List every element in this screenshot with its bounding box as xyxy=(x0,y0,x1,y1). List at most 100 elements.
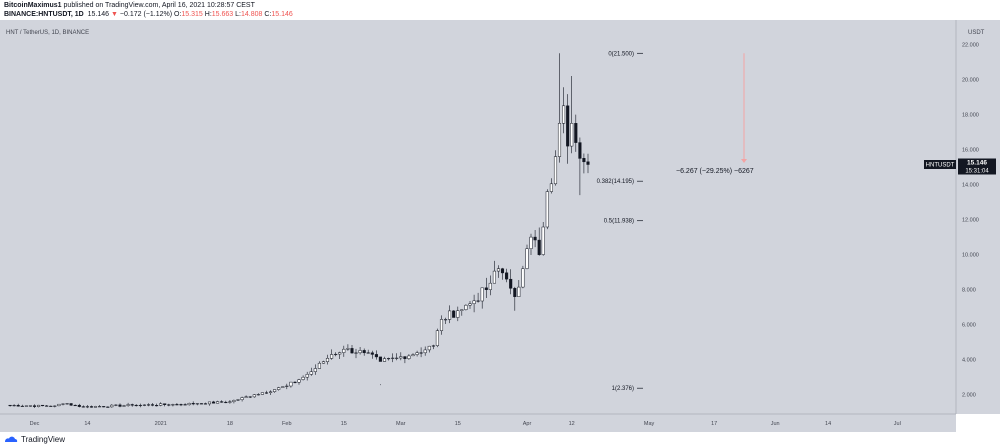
x-tick-4: Feb xyxy=(282,421,291,427)
candle xyxy=(496,265,501,278)
plot-area[interactable] xyxy=(0,20,956,414)
candle xyxy=(98,405,102,408)
x-tick-5: 15 xyxy=(341,421,347,427)
candle xyxy=(85,405,89,409)
candle-body xyxy=(541,226,545,255)
candle-body xyxy=(281,386,285,388)
candle-body xyxy=(106,406,110,408)
candle-body xyxy=(492,270,496,284)
candle-body xyxy=(277,387,281,390)
candle-body xyxy=(431,345,435,347)
candle-body xyxy=(175,404,179,406)
candle-body xyxy=(545,191,549,228)
candle-body xyxy=(464,304,468,310)
candle-body xyxy=(248,396,252,398)
candle-body xyxy=(537,239,541,255)
currency-label: USDT xyxy=(968,30,985,36)
candle-body xyxy=(69,403,73,406)
candle xyxy=(480,287,484,309)
candle-body xyxy=(212,401,216,404)
candle-body xyxy=(53,405,57,407)
candle xyxy=(273,389,277,393)
candle-body xyxy=(269,391,273,393)
candle xyxy=(399,352,403,361)
candle-body xyxy=(167,404,171,406)
candle-body xyxy=(366,352,370,354)
candle-body xyxy=(525,248,529,269)
candle-body xyxy=(146,404,151,406)
candle-body xyxy=(505,272,509,280)
candle-body xyxy=(220,401,224,403)
candle xyxy=(456,306,460,322)
candle xyxy=(293,381,297,384)
candle-body xyxy=(395,357,399,359)
candle-body xyxy=(28,405,32,407)
candle-body xyxy=(20,405,24,407)
x-tick-14: Jul xyxy=(894,421,901,427)
price-tags: HNTUSDT 15.146 15:31:04 xyxy=(924,158,996,175)
candle xyxy=(529,233,533,255)
candle-body xyxy=(427,345,431,351)
candle xyxy=(415,350,419,357)
candle xyxy=(541,222,545,256)
candle xyxy=(334,352,338,357)
candle-body xyxy=(460,309,464,311)
candle-body xyxy=(179,404,183,406)
candle-body xyxy=(496,268,501,272)
candle-body xyxy=(89,406,94,408)
candle-body xyxy=(203,403,207,405)
candle xyxy=(358,347,362,355)
candle xyxy=(574,114,578,152)
candle xyxy=(297,378,301,385)
candle-body xyxy=(264,392,269,394)
candle xyxy=(505,268,509,283)
candle xyxy=(167,403,171,407)
candle xyxy=(374,350,378,360)
candle xyxy=(150,403,155,407)
brand-label[interactable]: TradingView xyxy=(21,434,66,444)
x-tick-6: Mar xyxy=(396,421,406,427)
candle xyxy=(500,267,505,280)
candle xyxy=(163,403,167,407)
candle xyxy=(37,404,41,408)
candle xyxy=(285,383,289,390)
measure-tool[interactable]: −6.267 (−29.25%) −6267 xyxy=(676,53,754,175)
author-name[interactable]: BitcoinMaximus1 xyxy=(4,2,62,9)
candle-body xyxy=(370,352,374,355)
tradingview-logo-icon[interactable] xyxy=(4,435,18,444)
candle-body xyxy=(452,310,456,318)
candle xyxy=(562,87,566,134)
candle xyxy=(492,260,496,284)
time-axis[interactable] xyxy=(0,414,956,432)
candle-body xyxy=(73,404,77,407)
candle-body xyxy=(566,105,570,147)
candle xyxy=(244,395,248,398)
candle xyxy=(228,400,232,404)
candle-body xyxy=(207,401,212,405)
candle-body xyxy=(224,401,228,404)
candle-body xyxy=(346,348,350,350)
candle xyxy=(435,328,439,348)
candle xyxy=(220,400,224,403)
candle xyxy=(159,402,163,407)
candle xyxy=(212,400,216,404)
last-price-tag xyxy=(958,158,996,175)
candle xyxy=(138,403,142,408)
candle-body xyxy=(65,403,69,405)
candle xyxy=(207,401,212,406)
price-change: −0.172 (−1.12%) xyxy=(119,11,173,18)
candle xyxy=(342,345,346,357)
candle-body xyxy=(12,405,16,407)
candle-body xyxy=(500,268,505,274)
candle xyxy=(16,403,20,407)
candle xyxy=(448,305,452,324)
candle xyxy=(122,404,126,407)
price-axis[interactable] xyxy=(956,20,1000,414)
price-chart[interactable]: HNT / TetherUS, 1D, BINANCE USDT 2.000 4.… xyxy=(0,20,1000,432)
candle-body xyxy=(273,389,277,392)
candle-body xyxy=(114,404,118,406)
candle-body xyxy=(102,406,106,408)
candle-body xyxy=(8,404,12,407)
fib-retracement[interactable]: 0(21.500) 0.382(14.195) 0.5(11.938) 1(2.376… xyxy=(597,51,643,392)
candle xyxy=(570,76,574,154)
